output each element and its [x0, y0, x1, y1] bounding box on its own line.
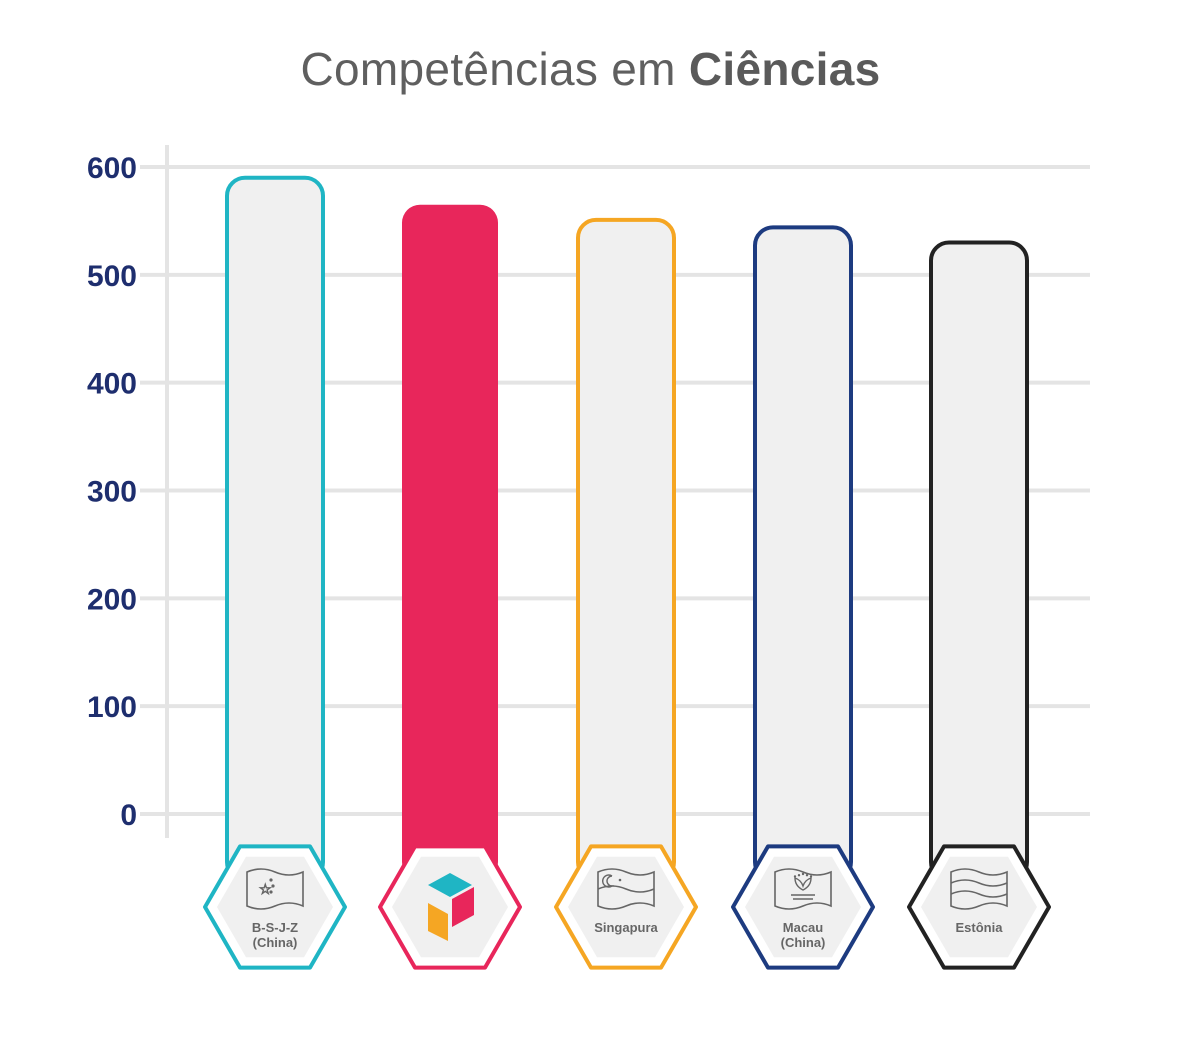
- category-label: B-S-J-Z: [252, 920, 298, 935]
- flag-stripe: [950, 879, 1008, 887]
- small-star: [269, 878, 273, 882]
- bar: [753, 225, 853, 883]
- lotus-mark: [794, 877, 812, 891]
- brand-cube-logo-icon: [428, 873, 474, 941]
- flag-outline: [597, 868, 655, 910]
- bar: [225, 175, 325, 883]
- crescent: [602, 874, 615, 888]
- bar: [402, 204, 498, 880]
- category-label: (China): [781, 935, 826, 950]
- flag-stripe: [950, 890, 1008, 898]
- small-star: [271, 884, 275, 888]
- bar-group: Estônia: [907, 240, 1051, 970]
- hexagon-inner: [921, 856, 1037, 958]
- y-tick-label: 600: [87, 152, 137, 185]
- chart-title-bold: Ciências: [688, 43, 881, 95]
- cube-right-face: [452, 887, 474, 927]
- china-flag-icon: ☆: [246, 868, 304, 910]
- category-label: Singapura: [594, 920, 658, 935]
- flag-outline: [774, 868, 832, 910]
- bar-group: [378, 204, 522, 970]
- chart-title: Competências em Ciências: [0, 42, 1181, 96]
- bar: [929, 240, 1029, 882]
- category-label: (China): [253, 935, 298, 950]
- water-lines: [791, 894, 815, 900]
- flag-outline: [950, 868, 1008, 910]
- flag-outline: [246, 868, 304, 910]
- y-tick-label: 200: [87, 583, 137, 616]
- y-tick-label: 500: [87, 260, 137, 293]
- small-star: [269, 890, 273, 894]
- bar: [576, 217, 676, 883]
- small-star: [801, 872, 805, 876]
- y-tick-label: 0: [120, 799, 137, 832]
- chart-title-regular: Competências em: [300, 43, 676, 95]
- small-star: [793, 875, 797, 878]
- small-star: [805, 874, 809, 877]
- hexagon-inner: [568, 856, 684, 958]
- cube-top-face: [428, 873, 472, 897]
- hexagon-inner: [217, 856, 333, 958]
- y-tick-label: 400: [87, 368, 137, 401]
- category-label: Macau: [783, 920, 824, 935]
- star-mark: ☆: [259, 882, 272, 898]
- small-star: [618, 878, 622, 882]
- y-tick-label: 100: [87, 691, 137, 724]
- bar-group: Singapura: [554, 217, 698, 970]
- estonia-flag-icon: [950, 868, 1008, 910]
- small-star: [797, 874, 801, 877]
- hexagon-inner: [392, 856, 508, 958]
- cube-left-face: [428, 903, 448, 941]
- hexagon-inner: [745, 856, 861, 958]
- small-star: [809, 875, 813, 878]
- bar-group: Macau(China): [731, 225, 875, 970]
- singapore-flag-icon: [597, 868, 655, 910]
- bar-group: ☆ B-S-J-Z(China): [203, 175, 347, 970]
- y-tick-label: 300: [87, 476, 137, 509]
- macau-flag-icon: [774, 868, 832, 910]
- category-label: Estônia: [956, 920, 1004, 935]
